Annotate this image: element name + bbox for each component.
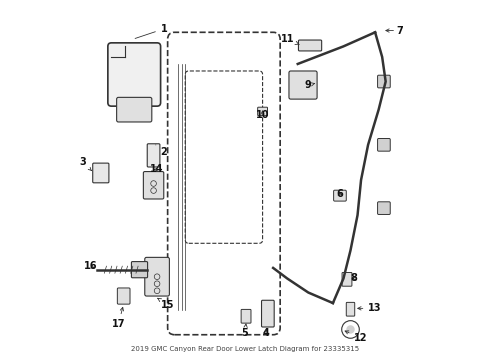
Text: 11: 11 [280, 34, 299, 45]
FancyBboxPatch shape [289, 71, 317, 99]
Text: 3: 3 [80, 157, 92, 171]
FancyBboxPatch shape [334, 190, 346, 201]
Text: 16: 16 [83, 261, 97, 271]
Circle shape [346, 325, 355, 334]
FancyBboxPatch shape [298, 40, 321, 51]
FancyBboxPatch shape [262, 300, 274, 327]
Text: 12: 12 [345, 331, 368, 343]
FancyBboxPatch shape [147, 144, 160, 167]
Text: 2: 2 [156, 145, 168, 157]
FancyBboxPatch shape [145, 257, 170, 296]
FancyBboxPatch shape [378, 75, 390, 88]
FancyBboxPatch shape [258, 107, 268, 116]
Text: 17: 17 [112, 307, 125, 329]
Text: 6: 6 [337, 189, 343, 199]
Text: 2019 GMC Canyon Rear Door Lower Latch Diagram for 23335315: 2019 GMC Canyon Rear Door Lower Latch Di… [131, 346, 359, 352]
Text: 1: 1 [135, 24, 168, 39]
FancyBboxPatch shape [131, 262, 147, 278]
FancyBboxPatch shape [93, 163, 109, 183]
Text: 7: 7 [396, 26, 403, 36]
Text: 4: 4 [263, 328, 270, 338]
FancyBboxPatch shape [144, 172, 164, 199]
Text: 8: 8 [350, 274, 357, 283]
FancyBboxPatch shape [378, 202, 390, 215]
Text: 14: 14 [150, 165, 164, 175]
FancyBboxPatch shape [117, 288, 130, 304]
FancyBboxPatch shape [346, 302, 355, 316]
FancyBboxPatch shape [117, 97, 152, 122]
Text: 9: 9 [305, 80, 315, 90]
FancyBboxPatch shape [342, 273, 352, 286]
Text: 5: 5 [242, 324, 248, 338]
Text: 15: 15 [158, 298, 174, 310]
Text: 10: 10 [256, 110, 270, 120]
FancyBboxPatch shape [378, 139, 390, 151]
FancyBboxPatch shape [108, 43, 161, 106]
Text: 13: 13 [358, 303, 382, 313]
FancyBboxPatch shape [241, 309, 251, 323]
